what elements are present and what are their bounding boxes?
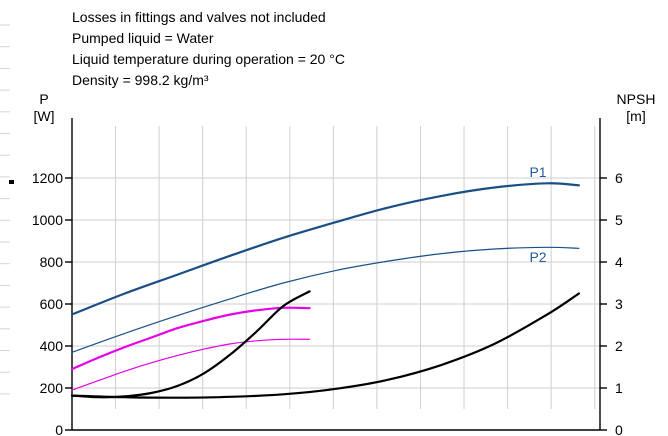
right-tick-label: 2 [615, 338, 623, 354]
left-tick-label: 600 [40, 296, 64, 312]
right-tick-label: 1 [615, 380, 623, 396]
series-line-curve-4 [71, 338, 311, 391]
series-layer [70, 182, 580, 399]
note-line-1: Losses in fittings and valves not includ… [72, 9, 326, 25]
axis-titles: P [W] NPSH [m] [34, 91, 656, 124]
grid [0, 24, 600, 431]
left-tick-label: 1200 [32, 170, 63, 186]
axes [71, 118, 601, 431]
series-line-curve-3 [70, 306, 311, 371]
left-axis-title-line2: [W] [34, 108, 55, 124]
left-tick-label: 800 [40, 254, 64, 270]
chart-notes: Losses in fittings and valves not includ… [72, 9, 345, 88]
series-line-curve-5 [70, 290, 311, 399]
tick-labels: 0 200 400 600 800 1000 1200 0 1 2 3 4 5 6 [32, 170, 623, 436]
right-tick-label: 4 [615, 254, 623, 270]
series-line-p1 [70, 182, 580, 316]
right-tick-label: 0 [615, 422, 623, 436]
note-line-4: Density = 998.2 kg/m³ [72, 72, 209, 88]
series-label-p2: P2 [529, 249, 546, 265]
right-tick-label: 6 [615, 170, 623, 186]
left-tick-label: 200 [40, 380, 64, 396]
marker-icon [9, 180, 14, 184]
left-tick-label: 1000 [32, 212, 63, 228]
series-line-curve-6 [70, 292, 580, 399]
left-tick-label: 0 [55, 422, 63, 436]
right-axis-title-line1: NPSH [617, 91, 656, 107]
right-tick-label: 5 [615, 212, 623, 228]
left-axis-title-line1: P [39, 91, 48, 107]
left-tick-label: 400 [40, 338, 64, 354]
series-label-p1: P1 [529, 164, 546, 180]
note-line-2: Pumped liquid = Water [72, 30, 214, 46]
note-line-3: Liquid temperature during operation = 20… [72, 51, 345, 67]
right-tick-label: 3 [615, 296, 623, 312]
right-axis-title-line2: [m] [626, 108, 645, 124]
series-line-p2 [71, 246, 580, 353]
